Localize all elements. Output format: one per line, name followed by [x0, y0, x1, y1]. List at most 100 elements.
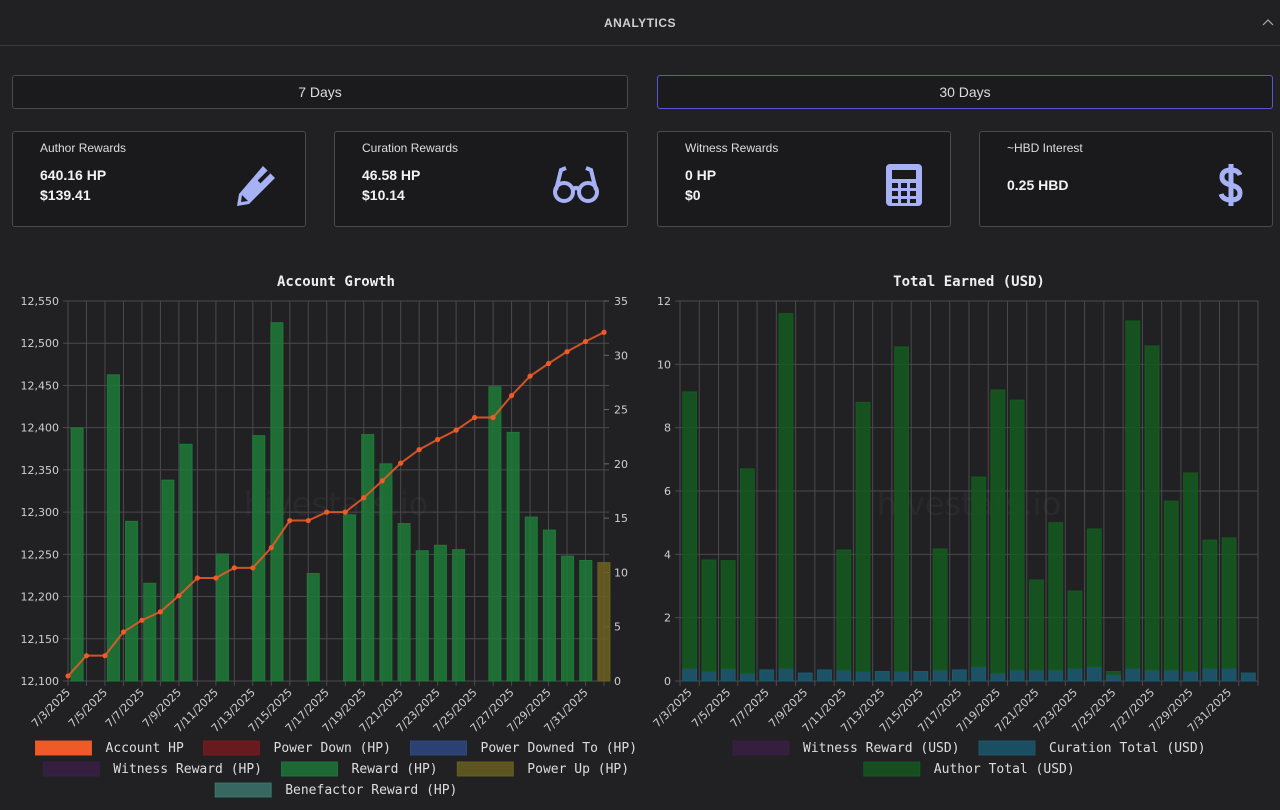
bar — [343, 514, 357, 682]
bar — [542, 529, 556, 682]
line-point — [416, 447, 422, 453]
line-point — [287, 517, 293, 524]
line-point — [564, 349, 570, 355]
line-point — [453, 427, 459, 433]
y-tick-label: 12,550 — [21, 295, 60, 308]
header-title: ANALYTICS — [603, 16, 677, 30]
y-tick-label: 12,200 — [21, 591, 60, 604]
card-value: 640.16 HP — [40, 167, 107, 183]
legend-swatch — [214, 782, 272, 798]
bar — [739, 468, 755, 674]
collapse-icon[interactable] — [1262, 18, 1274, 26]
bar — [1221, 667, 1237, 682]
calculator-icon — [886, 164, 922, 206]
bar — [1048, 522, 1064, 671]
x-tick-label: 7/7/2025 — [103, 686, 147, 730]
y2-tick-label: 15 — [614, 512, 628, 525]
legend-label: Benefactor Reward (HP) — [285, 783, 457, 798]
y-tick-label: 8 — [664, 422, 671, 435]
range-button[interactable]: 7 Days — [12, 75, 628, 109]
bar — [1125, 667, 1141, 682]
bar — [1009, 399, 1025, 671]
line-point — [601, 329, 607, 335]
legend-swatch — [978, 740, 1036, 756]
bar — [951, 669, 967, 682]
card-value: $139.41 — [40, 187, 91, 203]
bar — [971, 476, 987, 668]
bar — [778, 313, 794, 669]
legend-swatch — [203, 740, 260, 756]
line-point — [379, 478, 385, 484]
charts: Account Growthhivestats.io12,10012,15012… — [21, 274, 1259, 798]
bar — [1067, 667, 1083, 682]
bar — [379, 463, 393, 682]
bar — [579, 559, 593, 682]
bar — [561, 555, 575, 682]
line-point — [102, 653, 108, 659]
y2-tick-label: 5 — [614, 621, 621, 634]
bar — [1163, 669, 1179, 682]
line-point — [435, 436, 441, 443]
bar — [597, 562, 611, 682]
pencil-icon — [237, 166, 275, 206]
card-label: ~HBD Interest — [1007, 141, 1083, 155]
legend-swatch — [281, 761, 338, 777]
line-point — [324, 509, 330, 515]
legend-label: Power Up (HP) — [527, 762, 629, 777]
chart-title: Total Earned (USD) — [893, 274, 1045, 290]
x-tick-label: 7/3/2025 — [651, 686, 695, 730]
bar — [397, 523, 411, 682]
legend-label: Curation Total (USD) — [1049, 741, 1206, 756]
bar — [836, 669, 852, 682]
line-point — [508, 392, 515, 399]
bar — [1183, 671, 1199, 682]
legend-swatch — [732, 740, 790, 756]
line-point — [398, 460, 404, 466]
bar — [1028, 579, 1044, 671]
bar — [524, 516, 538, 682]
range-button[interactable]: 30 Days — [657, 75, 1273, 109]
y-tick-label: 12,500 — [21, 337, 60, 350]
bar — [701, 559, 717, 672]
bar — [433, 544, 447, 682]
card-value: 0 HP — [685, 167, 717, 183]
y2-tick-label: 25 — [614, 404, 628, 417]
bar — [778, 667, 794, 682]
legend-label: Power Down (HP) — [274, 741, 391, 756]
bar — [701, 671, 717, 682]
bar — [1106, 671, 1121, 676]
y2-tick-label: 0 — [614, 675, 621, 688]
legend-swatch — [410, 740, 467, 756]
line-point — [250, 565, 256, 571]
bar — [452, 549, 466, 682]
y2-tick-label: 30 — [614, 349, 628, 362]
y-tick-label: 12,250 — [21, 548, 60, 561]
y-tick-label: 4 — [664, 548, 671, 561]
stat-card: Author Rewards 640.16 HP $139.41 — [12, 131, 306, 227]
bar — [1183, 472, 1199, 673]
y-tick-label: 12,350 — [21, 464, 60, 477]
bar — [990, 672, 1006, 682]
bar — [874, 671, 890, 682]
x-tick-label: 7/5/2025 — [689, 686, 733, 730]
y-tick-label: 12,400 — [21, 422, 60, 435]
y-tick-label: 0 — [664, 675, 671, 688]
y-tick-label: 12,450 — [21, 379, 60, 392]
legend-label: Witness Reward (HP) — [113, 762, 262, 777]
line-point — [157, 609, 164, 615]
bar — [1086, 528, 1102, 668]
bar — [932, 669, 948, 682]
bar — [720, 667, 736, 682]
bar — [1048, 669, 1064, 682]
legend-swatch — [863, 761, 921, 777]
bar — [306, 573, 320, 682]
line-point — [582, 338, 589, 345]
stat-card: ~HBD Interest 0.25 HBD — [979, 131, 1273, 227]
bar — [161, 479, 175, 682]
y-tick-label: 12,150 — [21, 633, 60, 646]
bar — [1106, 674, 1121, 682]
card-value: 46.58 HP — [362, 167, 421, 183]
bar — [1067, 590, 1083, 669]
legend-label: Power Downed To (HP) — [481, 741, 638, 756]
